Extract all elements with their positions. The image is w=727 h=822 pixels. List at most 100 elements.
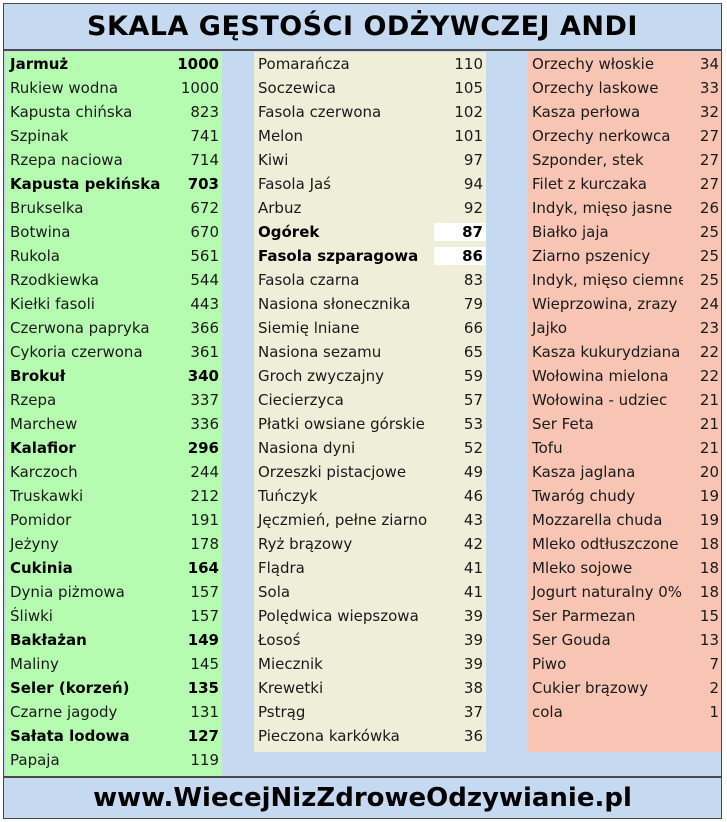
food-name: Szpinak <box>10 127 69 145</box>
food-name: Kasza kukurydziana <box>532 343 681 361</box>
food-name: Bakłażan <box>10 631 87 649</box>
andi-score: 57 <box>463 391 483 409</box>
food-row: Płatki owsiane górskie 53 <box>254 412 486 436</box>
food-row: Rzepa 337 <box>6 388 222 412</box>
food-name: Krewetki <box>258 679 324 697</box>
andi-score: 670 <box>190 223 219 241</box>
food-name: Siemię lniane <box>258 319 360 337</box>
food-name: Kapusta chińska <box>10 103 133 121</box>
andi-score: 7 <box>709 655 719 673</box>
food-row: Siemię lniane 66 <box>254 316 486 340</box>
food-row: Czerwona papryka 366 <box>6 316 222 340</box>
food-row: Truskawki 212 <box>6 484 222 508</box>
food-row: Sola 41 <box>254 580 486 604</box>
food-name: Fasola czerwona <box>258 103 382 121</box>
food-row: Fasola czerwona 102 <box>254 100 486 124</box>
food-row: Łosoś 39 <box>254 628 486 652</box>
andi-score: 1000 <box>177 55 219 73</box>
food-name: Cykoria czerwona <box>10 343 143 361</box>
andi-score: 703 <box>187 175 219 193</box>
food-row: Wieprzowina, zrazy 24 <box>528 292 721 316</box>
food-row: Kapusta pekińska 703 <box>6 172 222 196</box>
food-name: Ser Parmezan <box>532 607 636 625</box>
food-name: Tuńczyk <box>258 487 318 505</box>
food-row: Pieczona karkówka 36 <box>254 724 486 748</box>
food-row: Polędwica wiepszowa 39 <box>254 604 486 628</box>
food-row: Szpinak 741 <box>6 124 222 148</box>
food-name: Pstrąg <box>258 703 306 721</box>
food-row: Rukola 561 <box>6 244 222 268</box>
food-row: Nasiona sezamu 65 <box>254 340 486 364</box>
food-name: Miecznik <box>258 655 323 673</box>
food-row: Sałata lodowa 127 <box>6 724 222 748</box>
andi-score: 18 <box>699 583 719 601</box>
food-name: Karczoch <box>10 463 78 481</box>
food-name: Wołowina - udziec <box>532 391 668 409</box>
andi-score: 42 <box>463 535 483 553</box>
food-row: Rzepa naciowa 714 <box>6 148 222 172</box>
andi-score: 1 <box>709 703 719 721</box>
food-name: Rzepa <box>10 391 57 409</box>
andi-score: 119 <box>190 751 219 769</box>
food-name: Łosoś <box>258 631 301 649</box>
andi-score: 66 <box>463 319 483 337</box>
andi-score: 19 <box>699 487 719 505</box>
andi-score: 39 <box>463 607 483 625</box>
food-row: Miecznik 39 <box>254 652 486 676</box>
food-name: Jarmuż <box>10 55 69 73</box>
food-name: Maliny <box>10 655 59 673</box>
andi-score: 19 <box>699 511 719 529</box>
andi-score: 41 <box>463 583 483 601</box>
andi-score: 337 <box>190 391 219 409</box>
food-row: Orzeszki pistacjowe 49 <box>254 460 486 484</box>
andi-score: 164 <box>187 559 219 577</box>
food-row: Ziarno pszenicy 25 <box>528 244 721 268</box>
andi-score: 41 <box>463 559 483 577</box>
andi-score: 79 <box>463 295 483 313</box>
website-footer[interactable]: www.WiecejNizZdroweOdzywianie.pl <box>4 776 721 818</box>
food-name: Jajko <box>532 319 568 337</box>
food-row: Ser Parmezan 15 <box>528 604 721 628</box>
food-row: Jarmuż 1000 <box>6 52 222 76</box>
andi-score: 26 <box>699 199 719 217</box>
andi-score: 25 <box>699 247 719 265</box>
andi-score: 672 <box>190 199 219 217</box>
andi-score: 27 <box>699 151 719 169</box>
andi-score: 1000 <box>180 79 219 97</box>
food-name: Mleko odtłuszczone <box>532 535 679 553</box>
food-name: Brokuł <box>10 367 66 385</box>
food-row: Orzechy laskowe 33 <box>528 76 721 100</box>
andi-score: 43 <box>463 511 483 529</box>
food-row: Soczewica 105 <box>254 76 486 100</box>
andi-scale-sheet: SKALA GĘSTOŚCI ODŻYWCZEJ ANDI Jarmuż 1000… <box>3 3 722 819</box>
food-name: Pomarańcza <box>258 55 350 73</box>
food-row: Ser Feta 21 <box>528 412 721 436</box>
food-name: Arbuz <box>258 199 302 217</box>
food-name: Botwina <box>10 223 71 241</box>
andi-score: 32 <box>699 103 719 121</box>
andi-score: 157 <box>190 607 219 625</box>
andi-score: 92 <box>463 199 483 217</box>
andi-score: 443 <box>190 295 219 313</box>
andi-score: 340 <box>187 367 219 385</box>
andi-score: 22 <box>699 367 719 385</box>
andi-score: 361 <box>190 343 219 361</box>
andi-score: 2 <box>709 679 719 697</box>
food-row: Seler (korzeń) 135 <box>6 676 222 700</box>
andi-score: 23 <box>699 319 719 337</box>
andi-score: 18 <box>699 535 719 553</box>
andi-score: 37 <box>463 703 483 721</box>
food-row: Fasola czarna 83 <box>254 268 486 292</box>
andi-score: 53 <box>463 415 483 433</box>
andi-score: 178 <box>190 535 219 553</box>
food-row: Twaróg chudy 19 <box>528 484 721 508</box>
column-high-density: Jarmuż 1000 Rukiew wodna 1000 Kapusta chińsk… <box>6 52 222 776</box>
food-row: Kasza kukurydziana 22 <box>528 340 721 364</box>
food-name: Orzechy włoskie <box>532 55 655 73</box>
food-row: Szponder, stek 27 <box>528 148 721 172</box>
food-name: Twaróg chudy <box>532 487 636 505</box>
andi-score: 27 <box>699 175 719 193</box>
food-name: Pieczona karkówka <box>258 727 400 745</box>
andi-score: 212 <box>190 487 219 505</box>
food-name: Rzodkiewka <box>10 271 99 289</box>
